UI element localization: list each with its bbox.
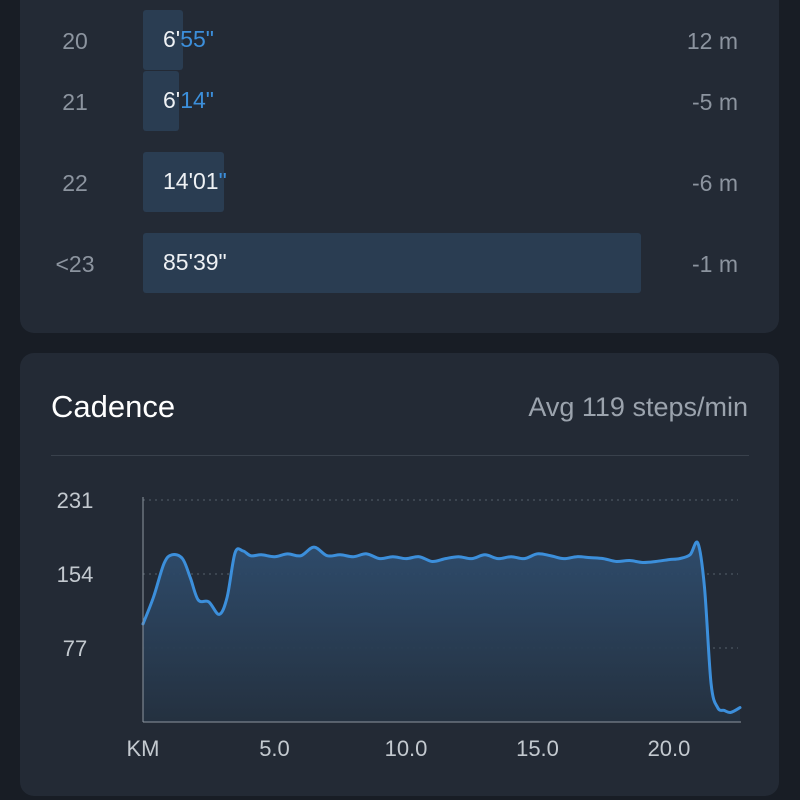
split-elevation: 12 m: [686, 28, 738, 54]
split-elevation: -5 m: [692, 89, 738, 115]
divider: [51, 455, 749, 456]
x-tick-label: 20.0: [648, 736, 691, 761]
y-tick-label: 231: [57, 488, 94, 513]
split-pace-seconds: 55": [180, 26, 214, 52]
split-pace-main: 6': [163, 87, 181, 113]
split-elevation: -1 m: [692, 251, 738, 277]
x-tick-label: 15.0: [516, 736, 559, 761]
split-row: 22 14'01" -6 m: [20, 152, 779, 214]
x-tick-label: 10.0: [385, 736, 428, 761]
split-pace-bar: [143, 233, 641, 293]
split-pace-main: 14'01: [163, 168, 219, 194]
splits-card: 20 6'55" 12 m 21 6'14" -5 m 22 14'01" -6 m <23 85'…: [20, 0, 779, 333]
split-row: <23 85'39" -1 m: [20, 233, 779, 295]
split-pace: 14'01": [163, 168, 227, 195]
cadence-area: [143, 542, 740, 722]
split-pace: 6'14": [163, 87, 214, 114]
cadence-title: Cadence: [51, 389, 176, 424]
split-km-label: <23: [55, 251, 95, 277]
split-pace-bar: [143, 152, 224, 212]
split-elevation: -6 m: [692, 170, 738, 196]
split-pace-seconds: 14": [180, 87, 214, 113]
y-tick-label: 154: [57, 562, 94, 587]
y-tick-label: 77: [63, 636, 87, 661]
split-pace-seconds: ": [218, 168, 227, 194]
split-pace-bar: [143, 10, 183, 70]
split-km-label: 20: [62, 28, 88, 54]
split-km-label: 22: [62, 170, 88, 196]
split-pace: 6'55": [163, 26, 214, 53]
x-axis-label: KM: [127, 736, 160, 761]
split-pace-main: 6': [163, 26, 181, 52]
split-row: 20 6'55" 12 m: [20, 10, 779, 72]
cadence-average: Avg 119 steps/min: [528, 392, 748, 422]
split-pace-bar: [143, 71, 179, 131]
cadence-line: [141, 540, 742, 714]
split-km-label: 21: [62, 89, 88, 115]
split-row: 21 6'14" -5 m: [20, 71, 779, 133]
split-pace-main: 85'39": [163, 249, 227, 275]
x-tick-label: 5.0: [259, 736, 290, 761]
split-pace: 85'39": [163, 249, 227, 276]
